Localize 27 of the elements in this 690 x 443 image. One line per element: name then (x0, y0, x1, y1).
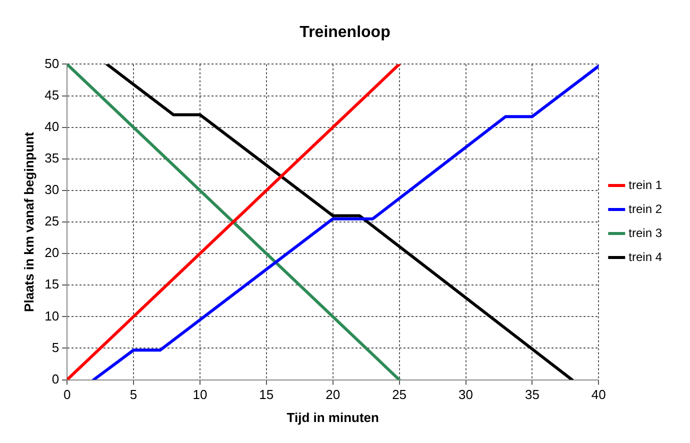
y-tick-label: 15 (44, 276, 60, 292)
y-tick-label: 30 (44, 182, 60, 198)
y-tick-label: 45 (44, 87, 60, 102)
chart-title: Treinenloop (300, 24, 391, 42)
legend-label: trein 4 (628, 250, 662, 264)
x-tick-label: 40 (591, 387, 606, 402)
y-tick-label: 20 (44, 245, 60, 260)
x-tick-label: 5 (130, 387, 138, 402)
x-tick-label: 30 (458, 387, 473, 402)
y-tick-label: 5 (52, 340, 60, 355)
x-tick-label: 35 (524, 387, 540, 402)
x-tick-label: 10 (192, 387, 208, 402)
y-tick-label: 25 (44, 214, 60, 229)
legend-label: trein 2 (628, 202, 662, 216)
x-tick-label: 25 (392, 387, 407, 402)
x-tick-label: 15 (259, 387, 274, 402)
y-tick-label: 10 (44, 308, 60, 324)
y-tick-label: 40 (44, 118, 60, 134)
x-tick-label: 0 (63, 387, 71, 402)
y-tick-label: 35 (44, 150, 60, 166)
x-tick-label: 20 (326, 387, 340, 402)
x-axis-title: Tijd in minuten (286, 410, 380, 425)
legend-label: trein 3 (628, 226, 662, 240)
legend-label: trein 1 (628, 178, 662, 192)
y-axis-title: Plaats in km vanaf beginpunt (21, 131, 36, 312)
y-tick-label: 50 (44, 56, 60, 71)
y-tick-label: 0 (52, 371, 60, 386)
